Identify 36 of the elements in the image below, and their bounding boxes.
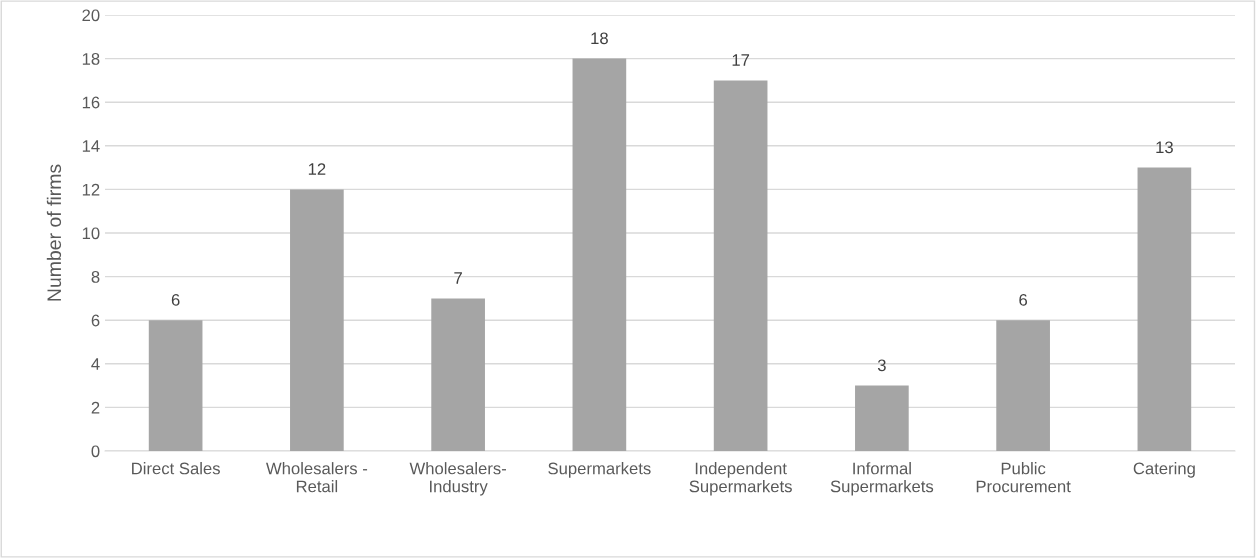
y-tick-label: 10	[82, 227, 100, 240]
x-tick-label: Wholesalers - Retail	[266, 462, 368, 493]
bar	[290, 189, 344, 451]
bar	[148, 320, 203, 451]
data-label: 3	[877, 359, 886, 372]
y-tick-label: 12	[82, 183, 100, 196]
y-tick-label: 0	[91, 445, 100, 458]
y-tick-label: 16	[82, 96, 100, 109]
y-tick-label: 2	[91, 401, 100, 414]
data-label: 6	[1019, 293, 1028, 306]
x-tick-label: Independent Supermarkets	[689, 462, 792, 496]
x-tick-label: Supermarkets	[548, 462, 651, 478]
x-tick-label: Informal Supermarkets	[830, 462, 934, 496]
bar	[713, 80, 768, 451]
bar	[1137, 167, 1192, 451]
data-label: 17	[732, 54, 750, 66]
y-tick-label: 6	[91, 314, 100, 327]
x-tick-label: Direct Sales	[132, 462, 220, 475]
x-tick-label: Catering	[1133, 462, 1195, 478]
data-label: 18	[591, 32, 608, 45]
y-tick-label: 4	[91, 358, 100, 370]
y-axis-title: Number of firms	[46, 164, 62, 301]
bar	[855, 385, 909, 451]
bar	[996, 320, 1050, 451]
y-tick-label: 18	[82, 53, 100, 65]
x-tick-label: Public Procurement	[976, 462, 1071, 493]
data-label: 7	[454, 272, 462, 284]
x-tick-label: Wholesalers- Industry	[409, 462, 507, 496]
y-tick-label: 8	[91, 271, 100, 283]
data-label: 13	[1156, 141, 1173, 154]
y-tick-label: 20	[82, 9, 100, 22]
y-tick-label: 14	[82, 140, 100, 152]
data-label: 12	[308, 163, 326, 175]
bar	[431, 298, 485, 451]
bar	[572, 58, 627, 451]
data-label: 6	[171, 293, 180, 306]
